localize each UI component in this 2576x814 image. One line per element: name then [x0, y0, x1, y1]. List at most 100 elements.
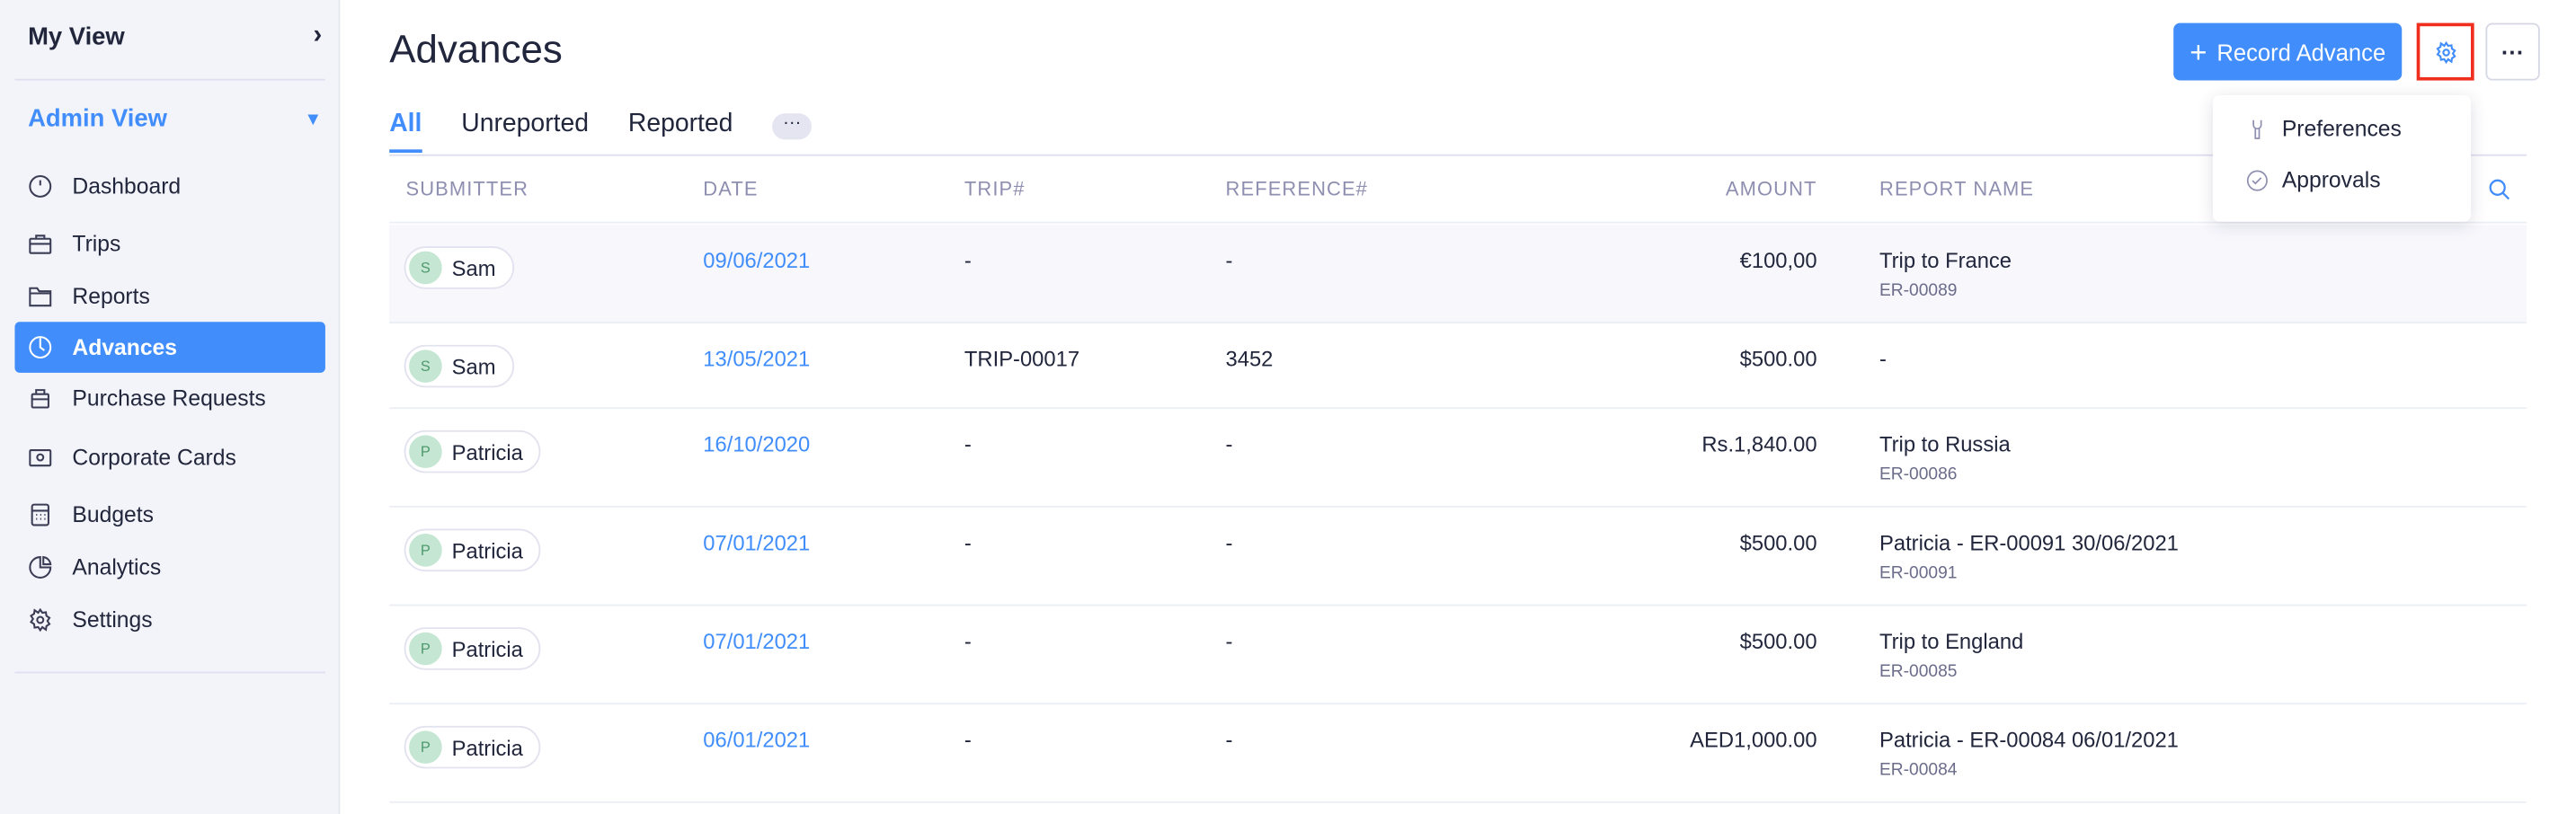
amount: €100,00: [1739, 247, 1817, 273]
submitter-name: Patricia: [451, 734, 523, 760]
my-view-label: My View: [28, 22, 125, 50]
record-advance-label: Record Advance: [2216, 38, 2386, 66]
report-id: ER-00091: [1879, 562, 1958, 583]
advance-date-link[interactable]: 06/01/2021: [703, 727, 811, 753]
sidebar-item-trips[interactable]: Trips: [14, 218, 324, 270]
dashboard-icon: [29, 175, 52, 198]
report-name: -: [1879, 346, 1887, 372]
submitter-chip[interactable]: P Patricia: [404, 528, 542, 572]
table-row[interactable]: S Sam 09/06/2021 - - €100,00 Trip to France ER-…: [389, 225, 2527, 324]
tab-reported[interactable]: Reported: [627, 110, 733, 138]
report-name: Trip to England: [1879, 629, 2024, 654]
settings-button[interactable]: [2416, 22, 2474, 81]
reference-number: -: [1225, 629, 1233, 654]
trip-number: -: [964, 247, 972, 273]
menu-item-approvals[interactable]: Approvals: [2246, 167, 2381, 192]
pie-chart-icon: [29, 555, 52, 579]
avatar: S: [407, 348, 444, 385]
sidebar-item-label: Purchase Requests: [72, 385, 266, 411]
avatar: S: [407, 249, 444, 287]
sidebar-item-label: Budgets: [72, 502, 154, 527]
report-name: Trip to Russia: [1879, 431, 2011, 457]
sidebar-item-advances[interactable]: Advances: [14, 322, 325, 373]
tab-unreported[interactable]: Unreported: [461, 110, 590, 138]
report-id: ER-00089: [1879, 280, 1958, 301]
sidebar-item-purchase-requests[interactable]: Purchase Requests: [14, 373, 324, 424]
sidebar-item-dashboard[interactable]: Dashboard: [14, 161, 324, 212]
sidebar-item-budgets[interactable]: Budgets: [14, 490, 324, 541]
record-advance-button[interactable]: + Record Advance: [2173, 22, 2403, 81]
submitter-chip[interactable]: S Sam: [404, 344, 514, 388]
amount: AED1,000.00: [1690, 727, 1817, 753]
advance-date-link[interactable]: 07/01/2021: [703, 629, 811, 654]
submitter-name: Sam: [451, 255, 496, 280]
trip-number: -: [964, 727, 972, 753]
column-submitter[interactable]: SUBMITTER: [405, 177, 529, 200]
sidebar-item-label: Trips: [72, 231, 121, 257]
page-title: Advances: [389, 28, 563, 73]
table-row[interactable]: P Patricia 07/01/2021 - - $500.00 Patricia - E…: [389, 508, 2527, 606]
sidebar-item-reports[interactable]: Reports: [14, 271, 324, 323]
divider: [14, 671, 325, 674]
sidebar-item-label: Advances: [72, 334, 178, 360]
table-row[interactable]: P Patricia 16/10/2020 - - Rs.1,840.00 Trip to …: [389, 409, 2527, 508]
plus-icon: +: [2190, 35, 2207, 68]
submitter-chip[interactable]: S Sam: [404, 246, 514, 289]
column-reference[interactable]: REFERENCE#: [1225, 177, 1368, 200]
menu-item-label: Approvals: [2281, 167, 2381, 192]
submitter-chip[interactable]: P Patricia: [404, 429, 542, 473]
report-name: Trip to France: [1879, 247, 2012, 273]
my-view-toggle[interactable]: My View ›: [28, 22, 322, 51]
advance-date-link[interactable]: 07/01/2021: [703, 530, 811, 555]
admin-view-label: Admin View: [28, 104, 167, 134]
sidebar-item-label: Corporate Cards: [72, 445, 236, 470]
sidebar: My View › Admin View ▼ Dashboard Trips Rep…: [0, 0, 341, 814]
column-report-name[interactable]: REPORT NAME: [1879, 177, 2035, 200]
sidebar-item-settings[interactable]: Settings: [14, 595, 324, 646]
report-id: ER-00086: [1879, 465, 1958, 485]
divider: [389, 154, 2527, 156]
avatar: P: [407, 630, 444, 668]
trip-number: TRIP-00017: [964, 346, 1080, 372]
chevron-down-icon: ▼: [304, 109, 323, 129]
search-icon[interactable]: [2487, 177, 2511, 201]
menu-item-label: Preferences: [2281, 116, 2402, 142]
report-id: ER-00084: [1879, 760, 1958, 781]
report-name: Patricia - ER-00084 06/01/2021: [1879, 727, 2179, 753]
more-options-button[interactable]: ···: [2485, 22, 2540, 81]
advance-date-link[interactable]: 16/10/2020: [703, 431, 811, 457]
table-row[interactable]: P Patricia 07/01/2021 - - $500.00 Trip to Engl…: [389, 606, 2527, 705]
amount: $500.00: [1739, 530, 1817, 555]
advance-date-link[interactable]: 13/05/2021: [703, 346, 811, 372]
column-amount[interactable]: AMOUNT: [1725, 177, 1817, 200]
sidebar-item-label: Dashboard: [72, 173, 182, 199]
gear-icon: [30, 607, 51, 633]
sidebar-item-label: Analytics: [72, 554, 162, 580]
admin-view-toggle[interactable]: Admin View ▼: [28, 105, 322, 133]
briefcase-icon: [29, 234, 52, 254]
sidebar-item-corporate-cards[interactable]: Corporate Cards: [14, 432, 324, 483]
tabs: All Unreported Reported ···: [389, 110, 813, 153]
trip-number: -: [964, 530, 972, 555]
report-name: Patricia - ER-00091 30/06/2021: [1879, 530, 2179, 555]
submitter-chip[interactable]: P Patricia: [404, 725, 542, 769]
submitter-name: Patricia: [451, 438, 523, 465]
submitter-chip[interactable]: P Patricia: [404, 627, 542, 670]
folder-icon: [29, 287, 52, 307]
wrench-icon: [2252, 119, 2262, 138]
reference-number: -: [1225, 431, 1233, 457]
advance-date-link[interactable]: 09/06/2021: [703, 247, 811, 273]
trip-number: -: [964, 629, 972, 654]
amount: $500.00: [1739, 346, 1817, 372]
avatar: P: [407, 433, 444, 470]
table-row[interactable]: P Patricia 06/01/2021 - - AED1,000.00 Patricia…: [389, 704, 2527, 803]
sidebar-item-analytics[interactable]: Analytics: [14, 542, 324, 593]
tabs-more-button[interactable]: ···: [772, 113, 813, 140]
table-row[interactable]: S Sam 13/05/2021 TRIP-00017 3452 $500.00 -: [389, 323, 2527, 410]
menu-item-preferences[interactable]: Preferences: [2246, 117, 2402, 141]
gear-icon: [2435, 40, 2456, 64]
check-circle-icon: [2246, 169, 2268, 190]
tab-all[interactable]: All: [389, 110, 422, 153]
column-date[interactable]: DATE: [703, 177, 759, 200]
column-trip[interactable]: TRIP#: [964, 177, 1026, 200]
